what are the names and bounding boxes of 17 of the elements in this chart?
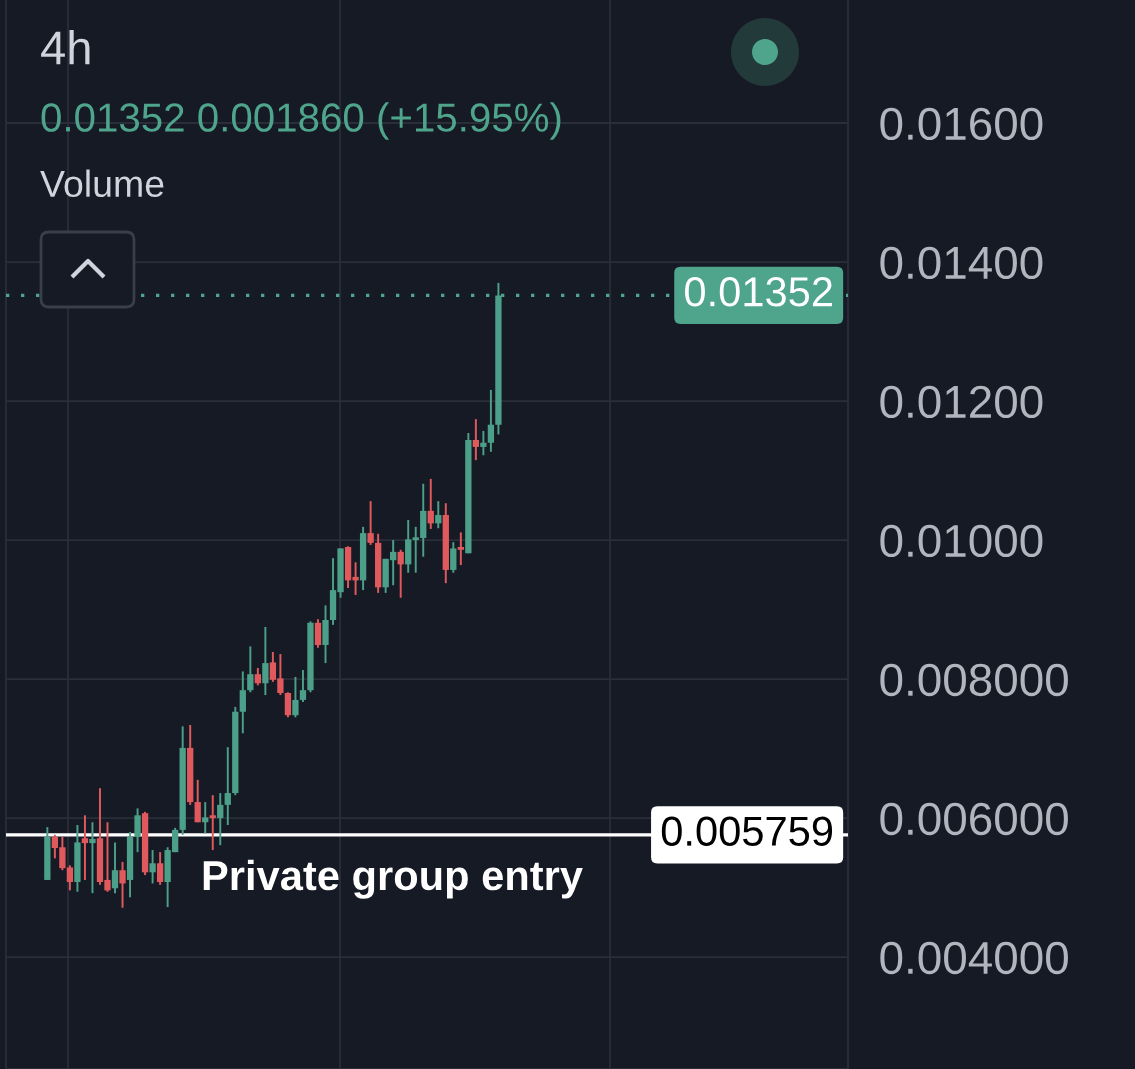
y-tick-label: 0.008000: [880, 663, 1068, 697]
ref-line-label: 0.005759: [661, 816, 833, 847]
chart-title: 4h: [41, 29, 90, 65]
ref-line-label: 0.01352: [685, 277, 832, 307]
candlestick: [209, 795, 216, 851]
y-tick-label: 0.004000: [880, 941, 1068, 975]
y-tick-label: 0.01000: [880, 524, 1043, 558]
candlestick: [89, 822, 96, 894]
y-tick-label: 0.01400: [880, 246, 1043, 280]
y-tick-label: 0.006000: [880, 802, 1068, 836]
text: 0.01352 0.001860 (+15.95%): [41, 102, 561, 140]
annotation: Volume: [40, 169, 164, 198]
candlestick: [457, 532, 464, 566]
y-tick-label: 0.01600: [880, 107, 1043, 141]
annotation: Private group entry: [203, 859, 583, 899]
candlestick: [81, 815, 89, 880]
y-tick-label: 0.01200: [880, 385, 1043, 419]
